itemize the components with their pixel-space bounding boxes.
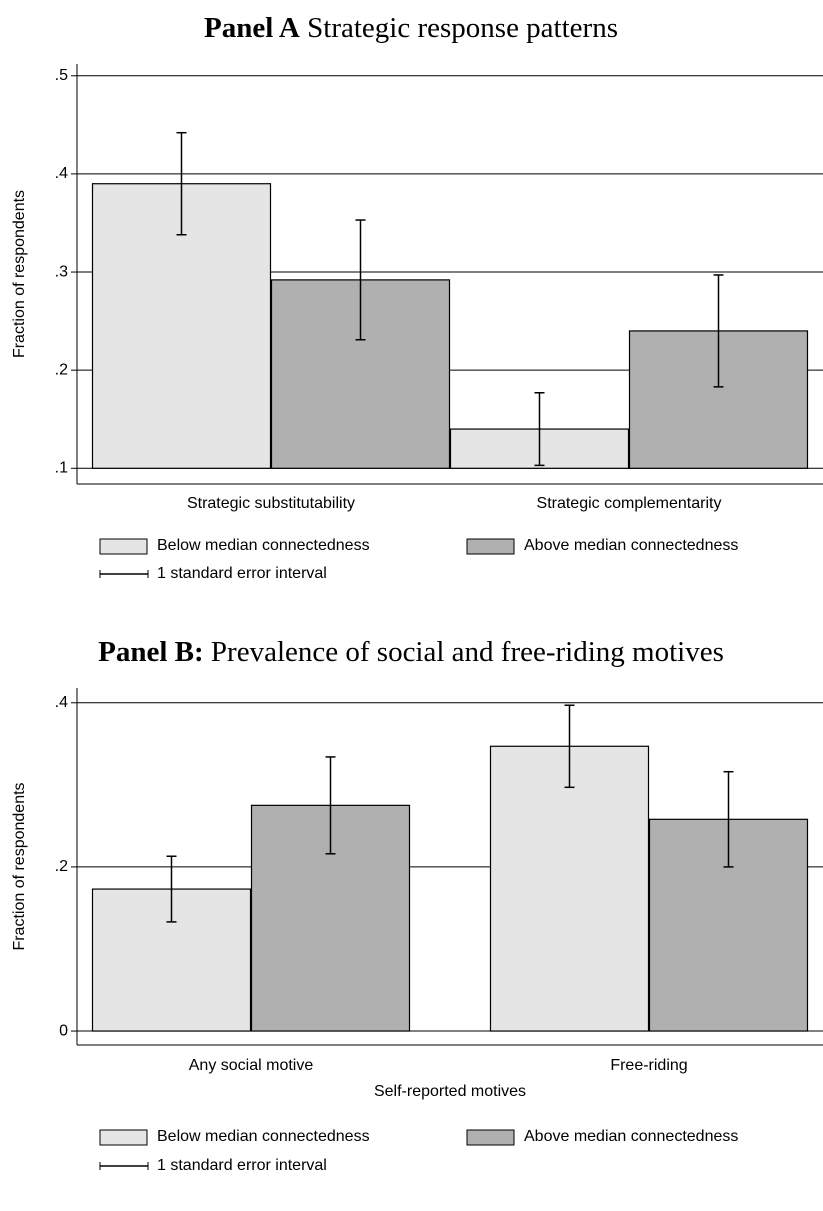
- legend-label: Above median connectedness: [524, 537, 738, 554]
- legend-label: Below median connectedness: [157, 537, 370, 554]
- y-tick-label: .5: [55, 67, 68, 84]
- y-axis-label: Fraction of respondents: [11, 190, 28, 358]
- legend-swatch: [466, 538, 515, 555]
- chart-title: Panel B: Prevalence of social and free-r…: [98, 636, 724, 668]
- x-tick-label: Free-riding: [610, 1057, 687, 1074]
- y-tick-label: .4: [55, 165, 68, 182]
- title-space: [204, 636, 211, 668]
- y-tick-label: .2: [55, 858, 68, 875]
- y-axis-label: Fraction of respondents: [11, 782, 28, 950]
- y-tick-label: .2: [55, 361, 68, 378]
- legend-swatch: [466, 1129, 515, 1146]
- x-axis-label: Self-reported motives: [374, 1083, 526, 1100]
- title-label: Panel A: [204, 12, 300, 44]
- title-text: Prevalence of social and free-riding mot…: [211, 636, 724, 668]
- title-space: [300, 12, 307, 44]
- y-tick-label: .3: [55, 263, 68, 280]
- y-tick-label: 0: [59, 1022, 68, 1039]
- legend-label: Below median connectedness: [157, 1128, 370, 1145]
- legend-label: Above median connectedness: [524, 1128, 738, 1145]
- y-tick-label: .1: [55, 460, 68, 477]
- legend-label: 1 standard error interval: [157, 1157, 327, 1174]
- bar: [489, 745, 650, 1032]
- x-tick-label: Strategic substitutability: [187, 495, 355, 512]
- legend-label: 1 standard error interval: [157, 565, 327, 582]
- legend-swatch: [99, 1129, 148, 1146]
- x-tick-label: Any social motive: [189, 1057, 314, 1074]
- legend-swatch: [99, 538, 148, 555]
- y-tick-label: .4: [55, 694, 68, 711]
- chart-title: Panel A Strategic response patterns: [204, 12, 618, 44]
- title-label: Panel B:: [98, 636, 204, 668]
- title-text: Strategic response patterns: [307, 12, 618, 44]
- x-tick-label: Strategic complementarity: [537, 495, 722, 512]
